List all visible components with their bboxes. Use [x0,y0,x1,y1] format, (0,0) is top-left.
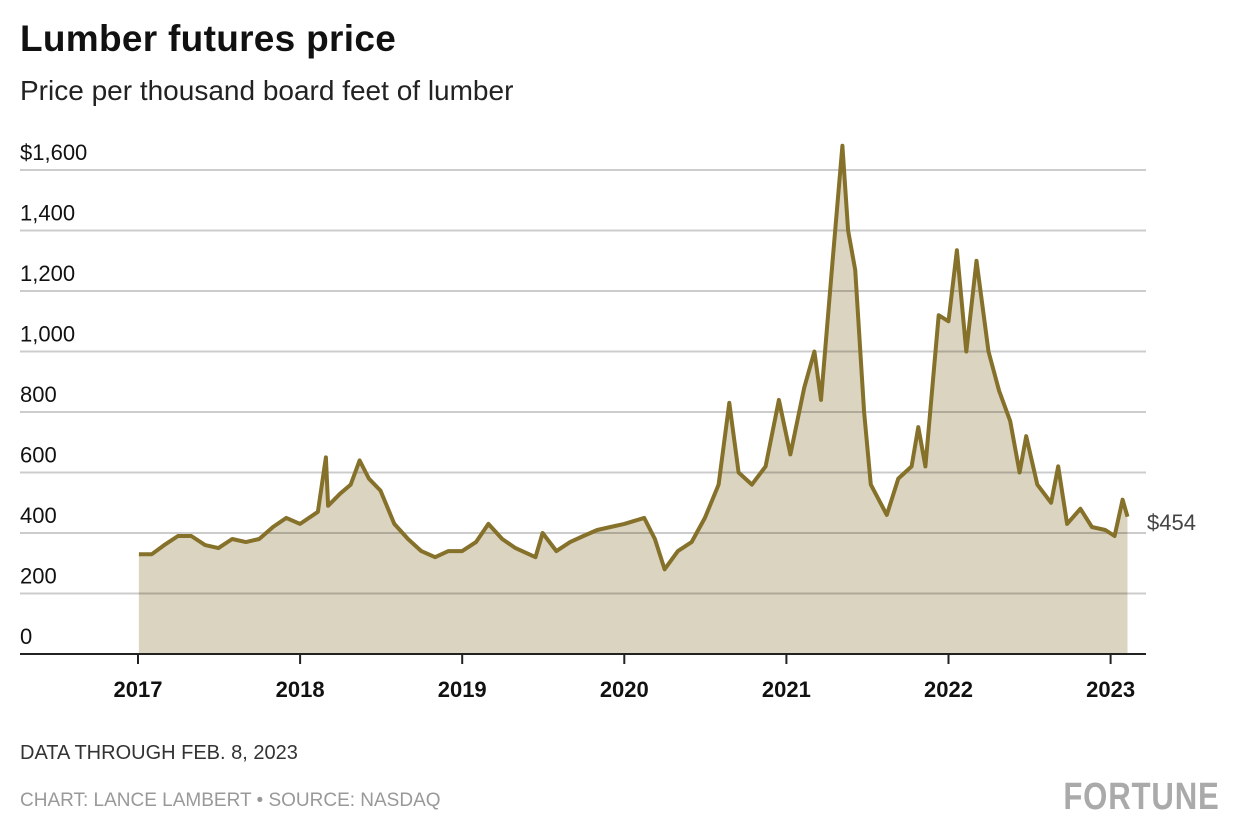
y-tick-label: 1,400 [20,201,75,226]
y-tick-label: 1,000 [20,322,75,347]
fortune-logo: FORTUNE [1063,776,1220,818]
chart-credit: CHART: LANCE LAMBERT • SOURCE: NASDAQ [20,790,441,811]
x-tick-label: 2018 [276,677,325,702]
y-tick-label: 800 [20,382,57,407]
y-tick-label: 200 [20,564,57,589]
x-tick-label: 2019 [438,677,487,702]
chart-subtitle: Price per thousand board feet of lumber [20,75,514,106]
y-tick-label: $1,600 [20,140,87,165]
y-tick-label: 0 [20,624,32,649]
y-tick-label: 600 [20,443,57,468]
end-value-label: $454 [1147,510,1196,535]
x-tick-label: 2021 [762,677,811,702]
x-tick-label: 2023 [1086,677,1135,702]
price-line [138,143,1130,572]
y-tick-label: 1,200 [20,261,75,286]
x-tick-label: 2020 [600,677,649,702]
data-note: DATA THROUGH FEB. 8, 2023 [20,742,298,764]
y-tick-label: 400 [20,503,57,528]
x-tick-label: 2022 [924,677,973,702]
price-area [138,145,1128,655]
chart-title: Lumber futures price [20,18,397,59]
x-tick-label: 2017 [114,677,163,702]
